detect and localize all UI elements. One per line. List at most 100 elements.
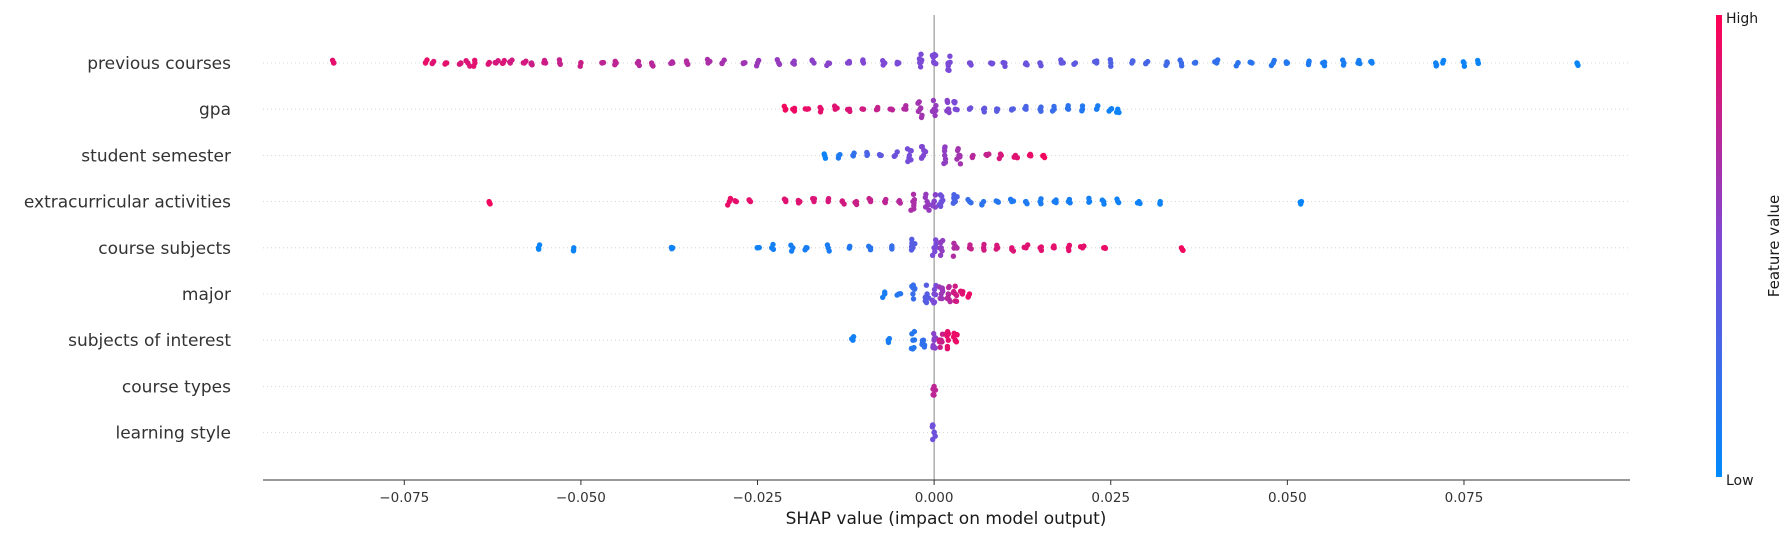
shap-point <box>817 109 824 115</box>
shap-point <box>1092 59 1098 65</box>
shap-point <box>918 51 924 57</box>
shap-point <box>732 198 738 204</box>
beeswarm-points <box>329 51 1581 443</box>
shap-point <box>431 58 437 65</box>
shap-point <box>1038 244 1045 250</box>
shap-point <box>965 196 971 203</box>
shap-point <box>981 105 988 111</box>
shap-point <box>1460 59 1467 65</box>
colorbar-low-label: Low <box>1726 473 1754 489</box>
shap-point <box>953 339 960 345</box>
shap-point <box>957 154 963 160</box>
shap-point <box>1010 106 1016 112</box>
shap-point <box>945 67 951 73</box>
shap-point <box>967 242 973 248</box>
shap-point <box>1053 199 1059 206</box>
shap-point <box>825 195 832 202</box>
shap-point <box>942 144 948 150</box>
shap-point <box>756 57 762 64</box>
shap-point <box>770 241 776 248</box>
shap-point <box>1215 57 1221 63</box>
shap-point <box>725 202 731 208</box>
shap-point <box>947 59 953 65</box>
shap-point <box>1066 247 1072 254</box>
shap-point <box>916 56 923 62</box>
shap-point <box>541 60 547 66</box>
shap-point <box>952 196 958 202</box>
shap-point <box>811 196 818 202</box>
shap-point <box>1102 245 1109 251</box>
shap-point <box>937 192 944 198</box>
shap-point <box>791 58 797 64</box>
shap-point <box>931 330 937 337</box>
shap-point <box>788 248 795 254</box>
shap-point <box>1024 62 1030 68</box>
shap-point <box>937 239 944 245</box>
shap-point <box>850 334 857 340</box>
shap-point <box>954 107 960 113</box>
shap-point <box>945 284 952 291</box>
shap-point <box>1099 197 1106 203</box>
shap-point <box>944 346 951 352</box>
shap-point <box>636 62 642 69</box>
shap-point <box>1028 153 1034 159</box>
shap-point <box>802 106 808 112</box>
shap-point <box>969 154 976 161</box>
shap-point <box>1007 196 1014 202</box>
shap-point <box>860 58 866 64</box>
shap-point <box>1038 196 1044 202</box>
shap-point <box>867 247 874 253</box>
shap-point <box>909 236 915 242</box>
shap-point <box>919 112 925 119</box>
shap-point <box>908 244 915 250</box>
shap-point <box>1233 63 1240 69</box>
shap-point <box>942 159 949 165</box>
shap-point <box>1179 63 1185 69</box>
shap-point <box>1268 62 1275 69</box>
x-tick-label: 0.050 <box>1268 490 1307 506</box>
shap-point <box>894 292 900 298</box>
feature-label: student semester <box>81 146 231 166</box>
shap-point <box>1024 201 1030 207</box>
shap-point <box>950 200 956 206</box>
feature-label: course subjects <box>98 239 231 259</box>
shap-point <box>896 197 903 204</box>
shap-point <box>945 337 951 343</box>
shap-point <box>783 197 789 203</box>
shap-point <box>770 246 777 253</box>
shap-point <box>1340 62 1347 68</box>
shap-point <box>1108 63 1114 69</box>
shap-point <box>932 192 939 198</box>
shap-point <box>570 247 577 253</box>
shap-point <box>727 195 734 202</box>
shap-point <box>529 62 535 68</box>
shap-point <box>1306 58 1312 64</box>
shap-point <box>774 57 780 63</box>
shap-point <box>1060 60 1067 66</box>
shap-point <box>1143 61 1149 67</box>
shap-point <box>932 345 938 351</box>
feature-label: subjects of interest <box>68 331 231 351</box>
shap-point <box>846 245 852 251</box>
shap-point <box>486 200 493 206</box>
shap-point <box>997 151 1004 157</box>
shap-point <box>1051 103 1057 110</box>
shap-point <box>873 107 880 113</box>
shap-point <box>467 63 473 69</box>
shap-point <box>947 53 953 59</box>
colorbar-high-label: High <box>1726 11 1758 27</box>
shap-point <box>957 288 964 294</box>
shap-point <box>1106 108 1112 114</box>
shap-point <box>882 289 888 295</box>
shap-point <box>945 106 952 112</box>
shap-point <box>520 60 526 66</box>
shap-point <box>1192 59 1199 65</box>
shap-point <box>953 298 960 304</box>
shap-point <box>866 195 872 202</box>
shap-point <box>989 61 995 67</box>
x-tick-label: −0.075 <box>379 490 429 506</box>
shap-point <box>795 200 802 206</box>
shap-point <box>880 62 886 68</box>
x-tick-label: −0.050 <box>556 490 606 506</box>
shap-point <box>824 62 830 69</box>
